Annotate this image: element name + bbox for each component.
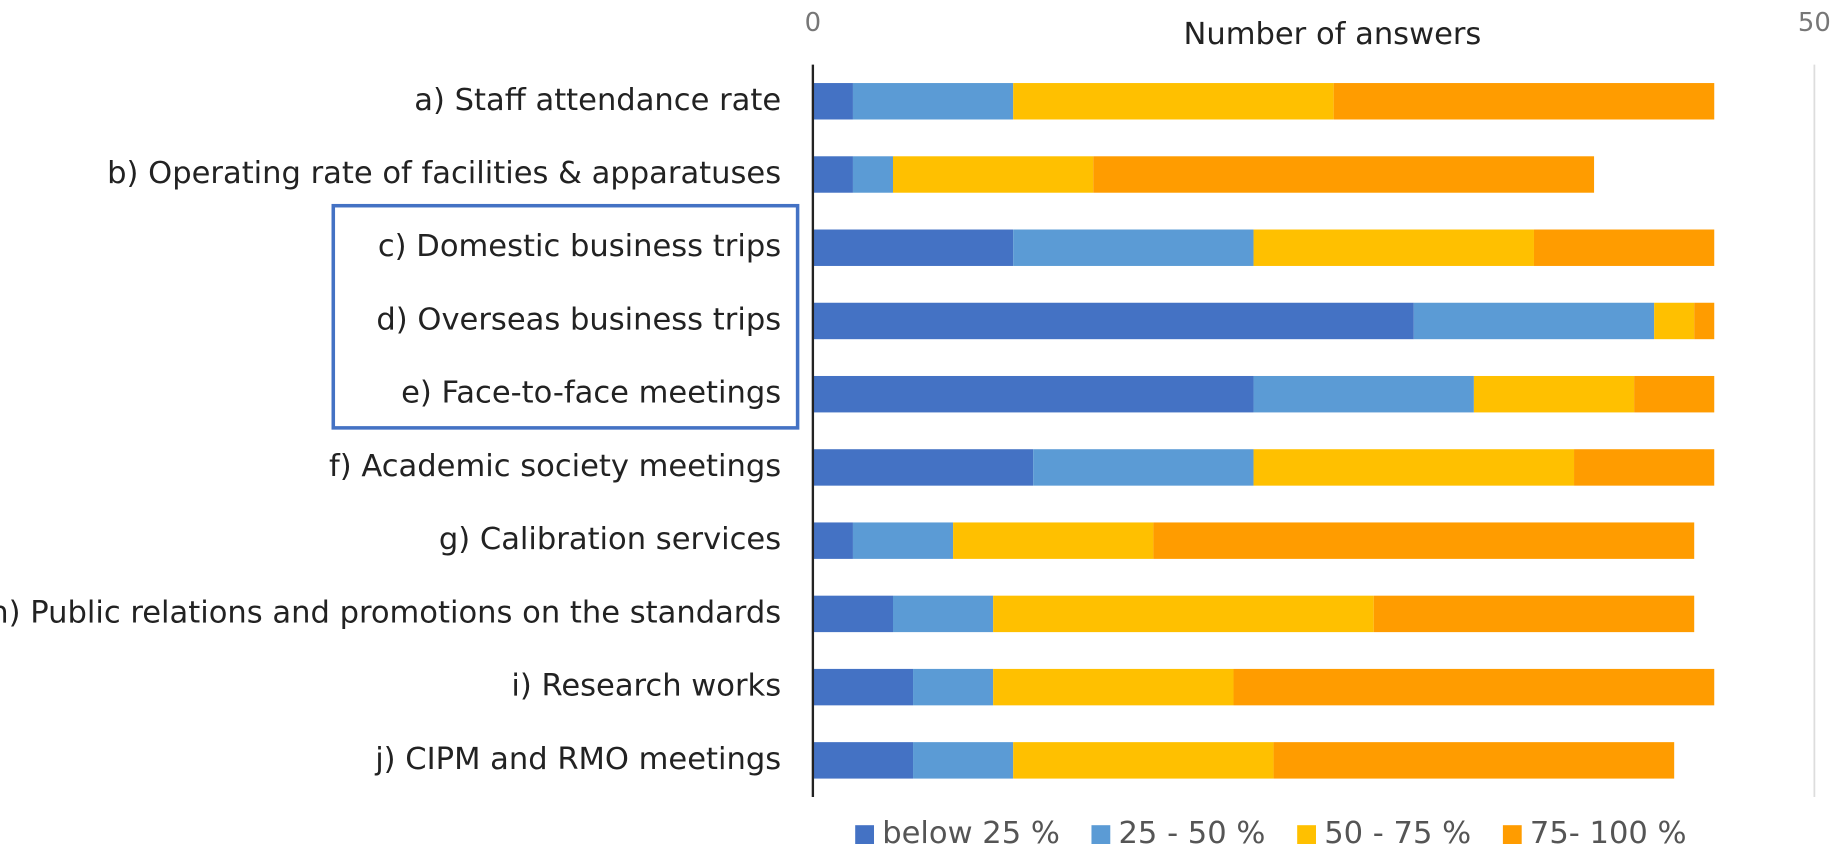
bar-segment	[1153, 522, 1695, 559]
bar-segment	[812, 229, 1014, 266]
bar-segment	[1473, 375, 1635, 413]
legend-swatch	[1502, 825, 1522, 844]
bar-segment	[1333, 83, 1715, 120]
bar-segment	[1093, 156, 1595, 193]
legend-label: 75- 100 %	[1530, 816, 1687, 844]
bar-segment	[1533, 229, 1715, 266]
y-tick-label: b) Operating rate of facilities & appara…	[107, 156, 781, 191]
bar-segment	[852, 522, 954, 559]
bar-segment	[1013, 742, 1274, 779]
axis-title: Number of answers	[1184, 17, 1482, 52]
bar-segment	[812, 302, 1414, 340]
y-tick-label: g) Calibration services	[439, 522, 781, 557]
legend-label: 50 - 75 %	[1324, 816, 1471, 844]
bar-segment	[1013, 83, 1334, 120]
bar-segment	[913, 668, 994, 706]
highlight-box	[331, 203, 800, 430]
legend-swatch	[1091, 825, 1111, 844]
bar-segment	[1253, 229, 1534, 266]
bar-segment	[1253, 375, 1474, 413]
bar-segment	[893, 595, 994, 633]
y-tick-label: e) Face-to-face meetings	[401, 376, 781, 411]
bar-segment	[953, 522, 1154, 559]
bar-segment	[993, 668, 1234, 706]
bar-segment	[1634, 375, 1715, 413]
y-tick-label: j) CIPM and RMO meetings	[374, 742, 781, 777]
bar-segment	[812, 522, 853, 559]
bar-segment	[1694, 302, 1715, 340]
x-tick-label: 50	[1798, 8, 1831, 38]
bar-segment	[1033, 449, 1254, 486]
legend-swatch	[1297, 825, 1316, 844]
bar-segment	[812, 742, 914, 779]
y-tick-label: h) Public relations and promotions on th…	[0, 595, 781, 630]
bar-segment	[993, 595, 1374, 633]
bar-segment	[1574, 449, 1715, 486]
bar-segment	[852, 83, 1014, 120]
bar-segment	[893, 156, 1094, 193]
y-tick-label: d) Overseas business trips	[376, 302, 781, 337]
bar-segment	[913, 742, 1014, 779]
legend-label: below 25 %	[882, 816, 1060, 844]
bar-segment	[1654, 302, 1695, 340]
bar-segment	[812, 156, 853, 193]
bar-segment	[812, 449, 1034, 486]
bar-segment	[812, 375, 1254, 413]
bar-segment	[1013, 229, 1254, 266]
bar-segment	[812, 668, 914, 706]
y-tick-label: a) Staff attendance rate	[414, 83, 781, 118]
legend-swatch	[855, 825, 875, 844]
y-tick-label: c) Domestic business trips	[378, 229, 781, 264]
bar-segment	[812, 83, 853, 120]
bar-segment	[1233, 668, 1715, 706]
bar-segment	[812, 595, 894, 633]
bar-segment	[1253, 449, 1575, 486]
bar-segment	[1413, 302, 1655, 340]
bar-segment	[1273, 742, 1675, 779]
legend-label: 25 - 50 %	[1119, 816, 1266, 844]
bar-segment	[852, 156, 894, 193]
y-tick-label: i) Research works	[511, 669, 781, 704]
x-tick-label: 0	[805, 8, 821, 38]
bar-segment	[1373, 595, 1695, 633]
y-tick-label: f) Academic society meetings	[329, 449, 781, 484]
